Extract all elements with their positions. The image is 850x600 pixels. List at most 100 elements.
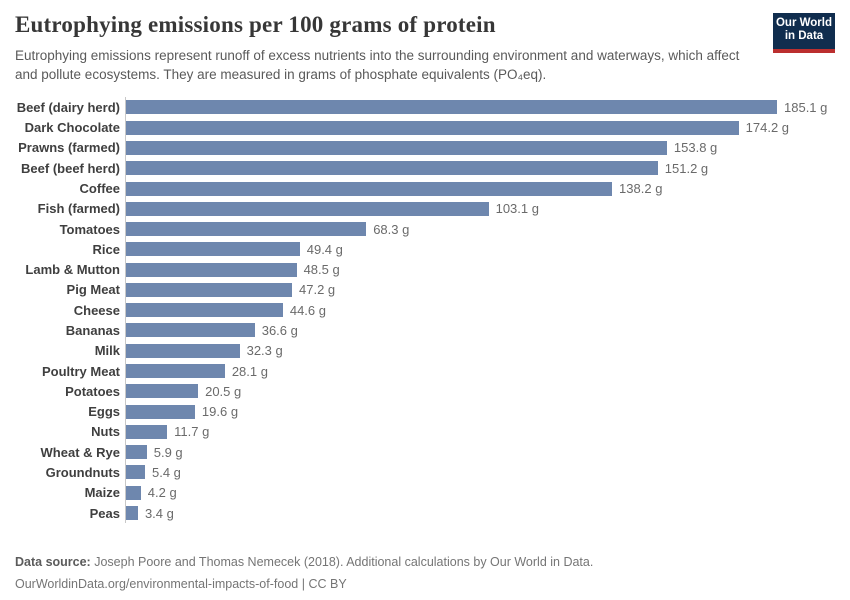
chart-row: Wheat & Rye 5.9 g [15, 442, 835, 463]
bar-rice[interactable] [126, 242, 300, 257]
category-label: Wheat & Rye [40, 444, 120, 460]
category-label: Prawns (farmed) [18, 140, 120, 156]
bar-potatoes[interactable] [126, 384, 199, 399]
page-title: Eutrophying emissions per 100 grams of p… [15, 12, 496, 37]
category-label: Bananas [65, 322, 120, 338]
value-label: 49.4 g [306, 241, 343, 257]
chart-row: Maize 4.2 g [15, 482, 835, 503]
bar-area: 44.6 g [125, 300, 835, 321]
value-label: 185.1 g [784, 99, 828, 115]
bar-area: 47.2 g [125, 279, 835, 301]
value-label: 151.2 g [664, 160, 709, 176]
category-label: Dark Chocolate [24, 120, 120, 136]
value-label: 28.1 g [231, 363, 268, 379]
chart-footer: Data source: Joseph Poore and Thomas Nem… [15, 555, 593, 591]
chart-row: Beef (beef herd) 151.2 g [15, 158, 835, 179]
bar-area: 151.2 g [125, 158, 835, 179]
bar-peas[interactable] [126, 506, 138, 521]
value-label: 47.2 g [299, 282, 336, 298]
bar-area: 5.4 g [125, 462, 835, 483]
data-source-label: Data source: [15, 555, 91, 569]
bar-area: 19.6 g [125, 401, 835, 422]
chart-row: Groundnuts 5.4 g [15, 462, 835, 483]
bar-tomatoes[interactable] [126, 222, 367, 237]
value-label: 20.5 g [205, 383, 242, 399]
chart-row: Potatoes 20.5 g [15, 381, 835, 402]
license-line: OurWorldinData.org/environmental-impacts… [15, 577, 593, 591]
bar-beef-beef-herd[interactable] [126, 161, 658, 176]
category-label: Beef (beef herd) [21, 160, 120, 176]
bar-lamb-mutton[interactable] [126, 262, 297, 277]
bar-area: 36.6 g [125, 320, 835, 341]
value-label: 11.7 g [174, 424, 210, 440]
value-label: 3.4 g [144, 505, 174, 521]
bar-milk[interactable] [126, 343, 240, 358]
chart-row: Prawns (farmed) 153.8 g [15, 137, 835, 159]
category-label: Groundnuts [45, 464, 120, 480]
bar-cheese[interactable] [126, 303, 283, 318]
value-label: 36.6 g [261, 322, 298, 338]
bar-fish-farmed[interactable] [126, 201, 489, 216]
bar-groundnuts[interactable] [126, 465, 145, 480]
chart-row: Dark Chocolate 174.2 g [15, 117, 835, 138]
bar-area: 28.1 g [125, 360, 835, 382]
category-label: Lamb & Mutton [25, 262, 120, 278]
category-label: Nuts [91, 424, 120, 440]
owid-logo-line2: in Data [784, 30, 824, 42]
value-label: 48.5 g [303, 262, 340, 278]
bar-beef-dairy-herd[interactable] [126, 100, 777, 115]
bar-area: 185.1 g [125, 97, 835, 118]
category-label: Coffee [79, 181, 120, 197]
bar-maize[interactable] [126, 485, 141, 500]
bar-area: 5.9 g [125, 442, 835, 463]
data-source-text: Joseph Poore and Thomas Nemecek (2018). … [94, 555, 594, 569]
chart-row: Peas 3.4 g [15, 502, 835, 524]
owid-logo[interactable]: Our World in Data [773, 13, 835, 53]
heading-block: Eutrophying emissions per 100 grams of p… [15, 12, 740, 84]
category-label: Poultry Meat [41, 363, 120, 379]
footer-separator: | [301, 577, 305, 591]
category-label: Maize [84, 485, 120, 501]
value-label: 5.9 g [153, 444, 183, 460]
owid-url-link[interactable]: OurWorldinData.org/environmental-impacts… [15, 577, 299, 591]
value-label: 44.6 g [289, 302, 326, 318]
bar-area: 48.5 g [125, 259, 835, 280]
bar-eggs[interactable] [126, 404, 195, 419]
chart-subtitle: Eutrophying emissions represent runoff o… [15, 48, 740, 82]
bar-nuts[interactable] [126, 424, 168, 439]
bar-pig-meat[interactable] [126, 282, 292, 297]
chart-row: Milk 32.3 g [15, 340, 835, 361]
bar-area: 103.1 g [125, 198, 835, 219]
value-label: 138.2 g [619, 181, 663, 197]
bar-dark-chocolate[interactable] [126, 120, 739, 135]
value-label: 5.4 g [151, 464, 181, 480]
category-label: Tomatoes [59, 221, 120, 237]
bar-area: 49.4 g [125, 239, 835, 260]
bar-area: 4.2 g [125, 482, 835, 503]
bar-area: 138.2 g [125, 178, 835, 199]
bar-wheat-rye[interactable] [126, 445, 147, 460]
bar-area: 32.3 g [125, 340, 835, 361]
category-label: Rice [92, 241, 120, 257]
category-label: Milk [94, 343, 120, 359]
chart-row: Cheese 44.6 g [15, 300, 835, 321]
bar-coffee[interactable] [126, 181, 613, 196]
bar-area: 68.3 g [125, 218, 835, 240]
value-label: 19.6 g [201, 404, 239, 420]
bar-poultry-meat[interactable] [126, 364, 225, 379]
category-label: Peas [89, 505, 120, 521]
bar-area: 20.5 g [125, 381, 835, 402]
category-label: Beef (dairy herd) [16, 99, 120, 115]
category-label: Fish (farmed) [37, 201, 120, 217]
data-source-line: Data source: Joseph Poore and Thomas Nem… [15, 555, 593, 569]
license-text: CC BY [308, 577, 347, 591]
value-label: 4.2 g [147, 485, 177, 501]
category-label: Pig Meat [66, 282, 120, 298]
value-label: 68.3 g [373, 221, 410, 237]
bar-bananas[interactable] [126, 323, 255, 338]
bar-area: 153.8 g [125, 137, 835, 159]
bar-area: 174.2 g [125, 117, 835, 138]
chart-row: Coffee 138.2 g [15, 178, 835, 199]
bar-prawns-farmed[interactable] [126, 140, 667, 155]
